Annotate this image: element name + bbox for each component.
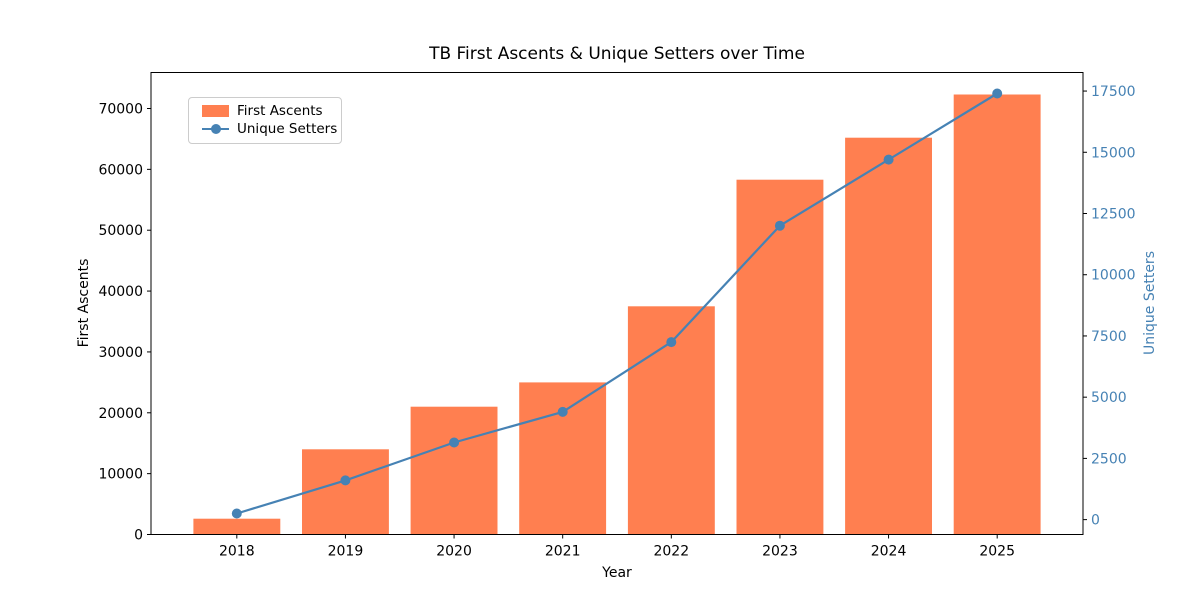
bar-2023: [736, 179, 824, 535]
right-tick-label: 12500: [1091, 207, 1136, 223]
bar-2020: [410, 406, 498, 535]
bar-2019: [302, 449, 389, 535]
plot-border: [150, 72, 1084, 535]
x-axis-label: Year: [602, 565, 632, 581]
left-tick-label: 60000: [98, 162, 143, 178]
right-y-axis-label: Unique Setters: [1142, 251, 1158, 355]
line-marker-swatch-icon: [202, 124, 229, 134]
bar-2021: [519, 382, 607, 535]
bar-2024: [845, 137, 932, 535]
legend-item-first-ascents: First Ascents: [202, 103, 331, 119]
bar-2018: [193, 518, 281, 535]
left-tick-label: 70000: [98, 101, 143, 117]
x-tick-label-2019: 2019: [328, 544, 364, 560]
marker-2021: [557, 406, 568, 417]
right-tick-label: 0: [1091, 513, 1100, 529]
marker-dot-icon: [210, 124, 221, 134]
left-tick-label: 50000: [98, 223, 143, 239]
marker-2019: [340, 475, 351, 486]
right-tick-label: 5000: [1091, 390, 1127, 406]
right-tick-label: 10000: [1091, 268, 1136, 284]
x-tick-label-2025: 2025: [979, 544, 1015, 560]
left-tick-label: 30000: [98, 345, 143, 361]
marker-2023: [774, 220, 785, 231]
left-tick-label: 10000: [98, 467, 143, 483]
marker-2024: [883, 154, 894, 165]
x-tick-label-2024: 2024: [871, 544, 907, 560]
legend: First Ascents Unique Setters: [188, 97, 342, 144]
left-tick-label: 40000: [98, 284, 143, 300]
bar-2025: [953, 94, 1041, 535]
x-tick-label-2018: 2018: [219, 544, 255, 560]
x-tick-label-2020: 2020: [436, 544, 472, 560]
x-tick-label-2022: 2022: [653, 544, 689, 560]
right-tick-label: 2500: [1091, 451, 1127, 467]
right-tick-label: 7500: [1091, 329, 1127, 345]
left-tick-label: 20000: [98, 406, 143, 422]
left-tick-label: 0: [134, 528, 143, 544]
legend-item-unique-setters: Unique Setters: [202, 121, 337, 137]
legend-label-unique-setters: Unique Setters: [237, 121, 338, 137]
bar-swatch-icon: [202, 105, 229, 117]
marker-2022: [666, 337, 677, 348]
legend-label-first-ascents: First Ascents: [237, 103, 323, 119]
right-tick-label: 15000: [1091, 145, 1136, 161]
marker-2018: [231, 508, 242, 519]
marker-2020: [449, 437, 460, 448]
left-y-axis-label: First Ascents: [76, 258, 92, 348]
x-tick-label-2021: 2021: [545, 544, 581, 560]
chart-title: TB First Ascents & Unique Setters over T…: [429, 44, 805, 64]
unique-setters-line: [235, 92, 999, 515]
marker-2025: [992, 88, 1003, 99]
x-tick-label-2023: 2023: [762, 544, 798, 560]
right-tick-label: 17500: [1091, 84, 1136, 100]
